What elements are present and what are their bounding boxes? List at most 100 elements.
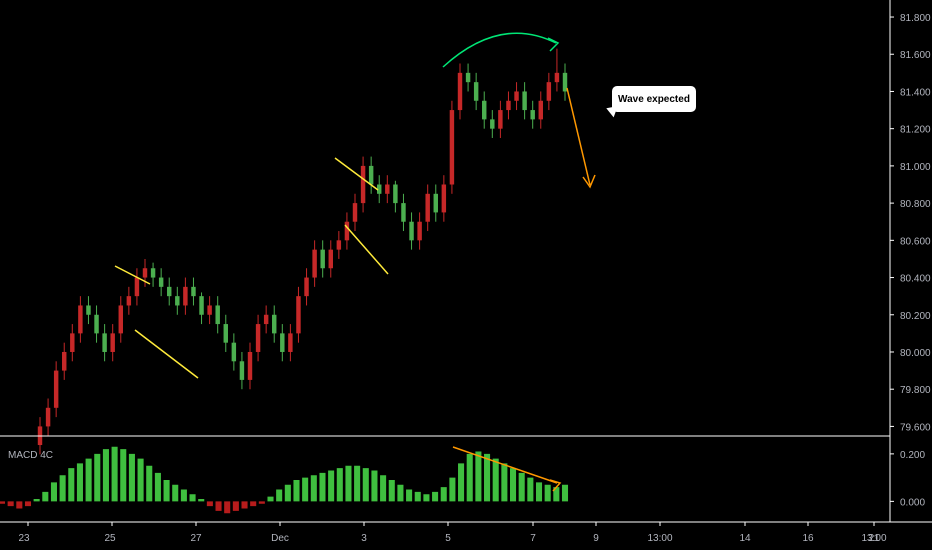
candle-body xyxy=(304,277,309,297)
candle-body xyxy=(255,324,261,352)
macd-bar xyxy=(154,472,161,502)
candle-body xyxy=(239,361,245,380)
wave-expected-callout[interactable]: Wave expected xyxy=(612,86,696,112)
candle-body xyxy=(62,351,67,371)
time-tick-label: 21 xyxy=(868,533,880,544)
macd-bar xyxy=(206,501,213,507)
macd-bar xyxy=(241,501,248,509)
macd-bar xyxy=(120,449,127,502)
macd-axis[interactable]: 0.200 0.000 xyxy=(890,450,925,509)
candle xyxy=(45,398,51,436)
macd-bar xyxy=(258,501,265,504)
arrowhead-icon xyxy=(547,37,560,52)
candle xyxy=(70,324,75,362)
macd-bar xyxy=(7,501,14,507)
candle xyxy=(457,63,463,120)
arrowhead-icon xyxy=(582,174,596,189)
trend-line[interactable] xyxy=(334,157,379,191)
candle xyxy=(401,193,406,232)
time-tick-label: Dec xyxy=(271,533,289,544)
macd-bar xyxy=(561,484,569,502)
candle-body xyxy=(441,184,447,213)
candle-body xyxy=(336,240,342,250)
macd-bar xyxy=(380,475,387,502)
macd-bar xyxy=(128,453,135,502)
macd-bar xyxy=(224,501,231,514)
candle xyxy=(183,277,188,315)
candle xyxy=(175,286,180,315)
candle xyxy=(368,156,374,194)
price-tick-label: 80.600 xyxy=(900,236,931,247)
forecast-arrow[interactable] xyxy=(566,87,591,186)
candle xyxy=(352,193,358,232)
candle xyxy=(530,100,535,129)
candle xyxy=(78,296,83,343)
candle-body xyxy=(385,184,390,194)
macd-bar xyxy=(0,501,6,504)
candle xyxy=(546,72,552,111)
candle xyxy=(328,240,333,278)
price-tick-label: 81.600 xyxy=(900,50,931,61)
macd-bar xyxy=(544,484,551,502)
candle-body xyxy=(344,221,350,241)
macd-bar xyxy=(328,470,335,502)
candle-body xyxy=(562,72,568,92)
macd-bar xyxy=(475,451,482,502)
candle xyxy=(272,305,277,343)
macd-bar xyxy=(423,494,430,502)
candle xyxy=(280,324,285,362)
macd-bar xyxy=(492,458,499,502)
candle xyxy=(482,91,487,129)
macd-bar xyxy=(276,489,283,502)
macd-bar xyxy=(24,501,32,507)
candle-body xyxy=(514,91,519,101)
trend-line[interactable] xyxy=(114,265,151,285)
candle xyxy=(336,231,342,259)
macd-tick-label: 0.200 xyxy=(900,450,925,461)
candle xyxy=(223,314,228,352)
macd-bar xyxy=(284,484,291,502)
macd-bar xyxy=(215,501,222,511)
macd-bar xyxy=(76,463,83,502)
green-arc[interactable] xyxy=(442,32,557,68)
candle-body xyxy=(102,333,107,352)
macd-bar xyxy=(146,465,153,502)
candle xyxy=(207,296,212,325)
candle-body xyxy=(296,296,301,334)
macd-bar xyxy=(371,470,378,502)
time-tick-label: 5 xyxy=(445,533,451,544)
candle xyxy=(538,91,543,129)
candle-body xyxy=(465,72,471,83)
macd-bar xyxy=(432,491,439,502)
macd-bar xyxy=(553,487,560,502)
price-axis[interactable]: 81.800 81.600 81.400 81.200 81.000 80.800 80.6… xyxy=(890,13,931,433)
candle-body xyxy=(94,314,99,334)
price-tick-label: 79.800 xyxy=(900,385,931,396)
candle xyxy=(296,286,301,343)
macd-bar xyxy=(362,468,369,502)
price-tick-label: 81.000 xyxy=(900,162,931,173)
candle-body xyxy=(223,324,228,343)
candle-body xyxy=(272,314,277,334)
macd-bar xyxy=(250,501,257,507)
trend-line[interactable] xyxy=(452,446,558,484)
macd-indicator-label[interactable]: MACD 4C xyxy=(8,450,53,461)
time-tick-label: 16 xyxy=(802,533,814,544)
candle-body xyxy=(215,305,220,325)
trend-line[interactable] xyxy=(344,224,389,275)
candle xyxy=(102,324,107,362)
candle xyxy=(239,351,245,390)
trend-line[interactable] xyxy=(134,329,199,379)
candle-body xyxy=(328,249,333,269)
macd-bar xyxy=(293,480,300,502)
candle-body xyxy=(288,333,293,352)
candle xyxy=(255,314,261,362)
candle xyxy=(126,286,132,315)
macd-bar xyxy=(397,484,404,502)
candle xyxy=(312,240,317,287)
candle xyxy=(554,48,560,92)
candle xyxy=(134,268,140,306)
candle-body xyxy=(401,203,406,222)
